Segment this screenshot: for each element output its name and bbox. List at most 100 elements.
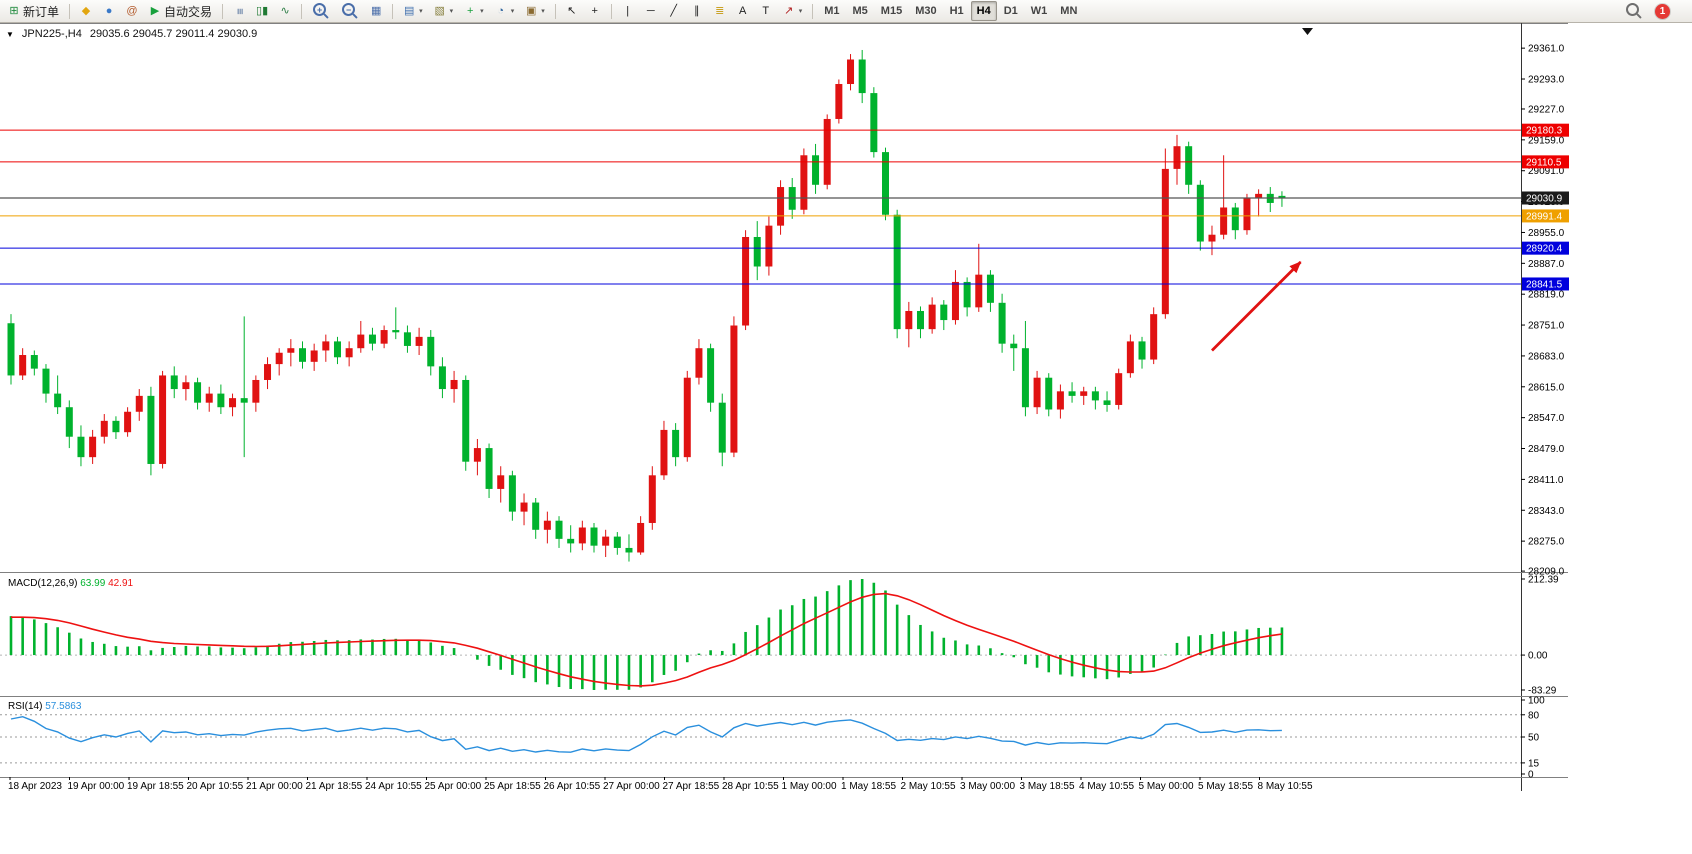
candle-down xyxy=(812,155,820,185)
notification-badge[interactable]: 1 xyxy=(1655,3,1670,19)
dropdown-arrow-icon: ▾ xyxy=(449,8,454,15)
new-chart-button[interactable]: ▤ ▾ xyxy=(398,1,428,21)
new-order-button[interactable]: ⊞ 新订单 xyxy=(3,1,64,21)
candle-down xyxy=(194,382,202,403)
arrow-tool-icon: ↗ xyxy=(784,4,794,17)
vertical-line-button[interactable]: | xyxy=(617,1,639,21)
chart-area: 29361.029293.029227.029159.029091.029023… xyxy=(0,23,1692,791)
timeframe-m1-button[interactable]: M1 xyxy=(818,1,845,21)
bar-chart-button[interactable]: ≡ xyxy=(228,1,250,21)
toolbar-separator xyxy=(554,3,556,19)
price-tick-label: 29227.0 xyxy=(1528,104,1565,115)
candle-up xyxy=(742,236,750,326)
line-chart-button[interactable]: ∿ xyxy=(274,1,296,21)
candle-up xyxy=(497,475,505,489)
candlestick-chart-button[interactable]: ▯▮ xyxy=(251,1,273,21)
chart-shift-marker[interactable] xyxy=(1302,28,1313,35)
timeframe-h1-button[interactable]: H1 xyxy=(944,1,970,21)
trendline-button[interactable]: ╱ xyxy=(663,1,685,21)
rsi-scale-label: 80 xyxy=(1528,710,1540,721)
label-button[interactable]: T xyxy=(755,1,777,21)
timeframe-d1-button[interactable]: D1 xyxy=(998,1,1024,21)
crosshair-icon: + xyxy=(591,4,598,17)
templates-button[interactable]: ▣ ▾ xyxy=(520,1,550,21)
candle-down xyxy=(147,395,155,464)
candle-up xyxy=(975,274,983,308)
candle-down xyxy=(1045,377,1053,410)
candle-down xyxy=(1138,341,1146,360)
candle-up xyxy=(660,429,668,476)
candle-down xyxy=(532,502,540,530)
timeframe-m15-button[interactable]: M15 xyxy=(875,1,908,21)
candle-up xyxy=(543,520,551,530)
price-tick-label: 28411.0 xyxy=(1528,475,1564,486)
time-label: 21 Apr 18:55 xyxy=(306,781,363,791)
periods-button[interactable]: ◔ ▾ xyxy=(490,1,520,21)
timeframe-mn-button[interactable]: MN xyxy=(1054,1,1083,21)
tile-windows-button[interactable]: ▦ xyxy=(365,1,387,21)
channel-button[interactable]: ∥ xyxy=(686,1,708,21)
zoom-out-button[interactable] xyxy=(336,1,364,21)
text-button[interactable]: A xyxy=(732,1,754,21)
timeframe-m1-button-label: M1 xyxy=(824,5,840,17)
macd-scale-label: 0.00 xyxy=(1528,651,1548,662)
line-chart-icon: ∿ xyxy=(280,4,290,17)
toolbar: ⊞新订单◆●@▶自动交易≡▯▮∿▦▤▾▧▾+▾◔▾▣▾↖+|─╱∥≣AT↗▾M1… xyxy=(0,0,1692,23)
timeframe-w1-button[interactable]: W1 xyxy=(1025,1,1054,21)
cursor-icon: ↖ xyxy=(567,4,577,17)
fibonacci-button[interactable]: ≣ xyxy=(709,1,731,21)
timeframe-m5-button[interactable]: M5 xyxy=(847,1,874,21)
candle-up xyxy=(229,398,237,408)
candle-down xyxy=(1231,207,1239,231)
time-label: 3 May 00:00 xyxy=(960,781,1015,791)
cursor-button[interactable]: ↖ xyxy=(561,1,583,21)
timeframe-m5-button-label: M5 xyxy=(852,5,868,17)
candle-down xyxy=(508,475,516,512)
price-tick-label: 28819.0 xyxy=(1528,290,1565,301)
profiles-button[interactable]: ▧ ▾ xyxy=(429,1,459,21)
horizontal-line-button[interactable]: ─ xyxy=(640,1,662,21)
zoom-in-button[interactable] xyxy=(307,1,335,21)
candle-up xyxy=(89,436,97,458)
search-icon xyxy=(1626,3,1639,16)
toolbar-separator xyxy=(222,3,224,19)
candle-up xyxy=(1208,234,1216,242)
text-icon: A xyxy=(739,4,747,17)
candle-up xyxy=(450,379,458,390)
toolbar-separator xyxy=(812,3,814,19)
crosshair-button[interactable]: + xyxy=(584,1,606,21)
timeframe-w1-button-label: W1 xyxy=(1030,5,1048,17)
candle-down xyxy=(940,304,948,321)
chart-menu-icon[interactable]: ▼ xyxy=(6,29,14,39)
time-label: 5 May 18:55 xyxy=(1198,781,1253,791)
candle-down xyxy=(30,355,38,369)
metaeditor-button[interactable]: ◆ xyxy=(75,1,97,21)
timeframe-h4-button-label: H4 xyxy=(976,5,991,17)
candle-down xyxy=(1010,343,1018,349)
search-button[interactable] xyxy=(1620,1,1648,21)
arrows-button[interactable]: ↗ ▾ xyxy=(778,1,808,21)
indicators-button[interactable]: + ▾ xyxy=(459,1,489,21)
candle-down xyxy=(427,336,435,367)
candle-down xyxy=(1278,195,1286,198)
chat-button[interactable]: @ xyxy=(121,1,143,21)
price-tick-label: 29159.0 xyxy=(1528,135,1565,146)
mql5-community-button[interactable]: ● xyxy=(98,1,120,21)
macd-scale-label: -83.29 xyxy=(1528,686,1557,697)
price-tick-label: 28683.0 xyxy=(1528,351,1565,362)
timeframe-h4-button[interactable]: H4 xyxy=(970,1,997,21)
candle-down xyxy=(986,274,994,303)
chart-canvas[interactable]: 29361.029293.029227.029159.029091.029023… xyxy=(0,23,1692,791)
timeframe-m30-button[interactable]: M30 xyxy=(909,1,942,21)
candle-down xyxy=(555,520,563,539)
price-tag-label: 29030.9 xyxy=(1526,193,1563,204)
candle-down xyxy=(1068,391,1076,396)
candle-up xyxy=(1161,168,1169,315)
price-tag xyxy=(1522,277,1569,291)
candle-up xyxy=(182,382,190,390)
autotrading-button[interactable]: ▶ 自动交易 xyxy=(144,1,217,21)
candle-down xyxy=(7,323,15,376)
trend-arrow[interactable] xyxy=(1210,260,1302,352)
dropdown-arrow-icon: ▾ xyxy=(510,8,515,15)
